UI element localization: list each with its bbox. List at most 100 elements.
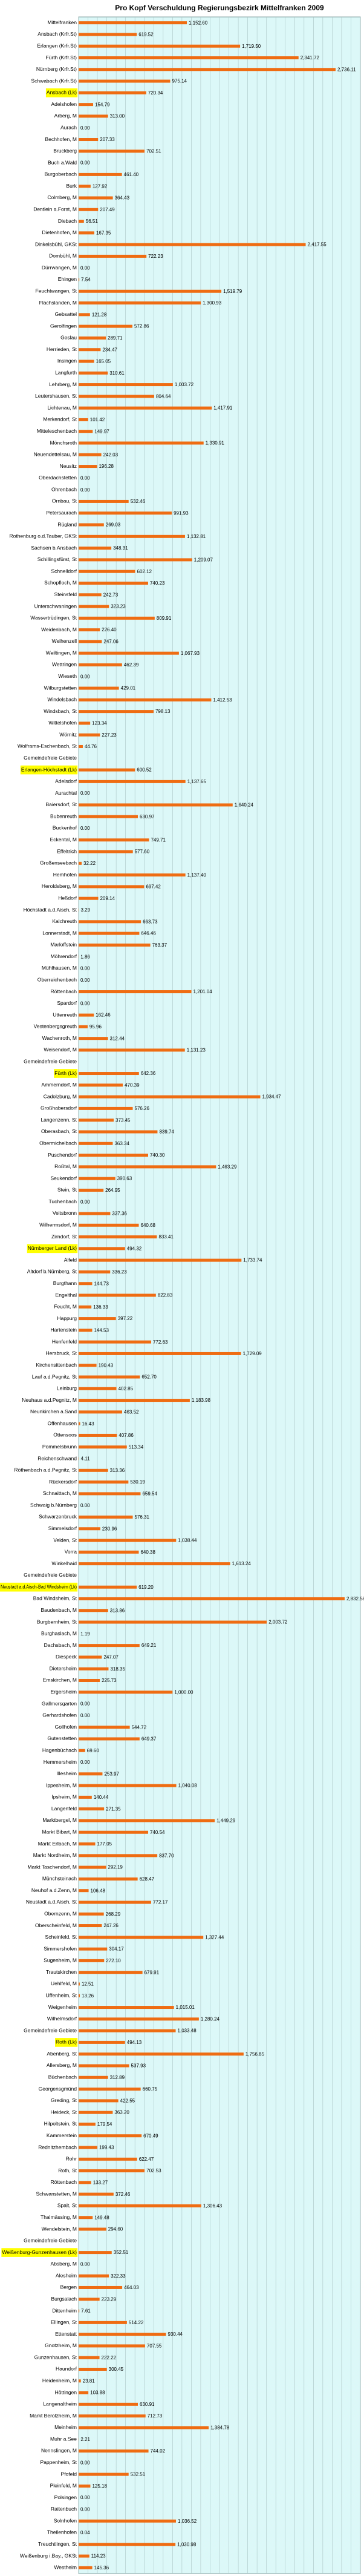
category-label: Mönchsroth — [50, 439, 77, 445]
bar — [79, 465, 97, 468]
bar — [79, 2099, 119, 2103]
bar — [79, 1994, 80, 1997]
value-label: 1,036.52 — [178, 2518, 197, 2524]
category-label: Aurachtal — [55, 790, 77, 796]
category-label: Pappenheim, St — [41, 2459, 77, 2465]
bar — [79, 1445, 127, 1449]
bar — [79, 2554, 89, 2558]
category-label: Velden, St — [53, 1537, 77, 1543]
category-label: Neustadt a.d.Aisch-Bad Windsheim (Lk) — [1, 1583, 77, 1589]
category-label: Oberdachstetten — [39, 475, 77, 481]
value-label: 0.00 — [80, 1701, 90, 1707]
category-label: Gemeindefreie Gebiete — [24, 2027, 77, 2033]
value-label: 225.73 — [102, 1678, 117, 1683]
value-label: 712.73 — [148, 2413, 163, 2419]
bar — [79, 185, 91, 188]
bar — [79, 2402, 138, 2406]
value-label: 136.33 — [93, 1304, 108, 1310]
category-label: Windsbach, St — [44, 708, 77, 714]
category-label: Rohr — [66, 2156, 77, 2162]
value-label: 23.81 — [83, 2378, 96, 2384]
category-label: Treuchtlingen, St — [38, 2541, 77, 2547]
bar — [79, 1188, 104, 1192]
bar — [79, 1842, 96, 1846]
value-label: 144.73 — [94, 1281, 109, 1286]
value-label: 0.00 — [80, 265, 90, 271]
bar — [79, 2356, 100, 2359]
bar — [79, 1901, 151, 1904]
category-label: Ellingen, St — [51, 2319, 77, 2325]
bar — [79, 511, 172, 515]
bar — [79, 2040, 125, 2044]
bar — [79, 640, 102, 643]
value-label: 2,003.72 — [268, 1620, 288, 1625]
value-label: 1,280.24 — [201, 2016, 220, 2022]
bar — [79, 1130, 158, 1134]
value-label: 0.00 — [80, 1503, 90, 1508]
value-label: 7.61 — [81, 2308, 91, 2314]
value-label: 532.46 — [131, 499, 146, 504]
value-label: 702.51 — [146, 148, 161, 154]
category-label: Burgoberbach — [45, 171, 77, 177]
value-label: 348.31 — [113, 545, 128, 551]
category-label: Wilhelmsdorf — [47, 2016, 77, 2022]
bar — [79, 873, 186, 877]
category-label: Großhabersdorf — [41, 1105, 77, 1111]
value-label: 268.29 — [106, 1911, 121, 1917]
bar — [79, 1212, 111, 1215]
value-label: 763.37 — [152, 942, 167, 948]
value-label: 630.91 — [140, 2402, 155, 2407]
bar — [79, 1539, 177, 1542]
value-label: 532.51 — [131, 2472, 146, 2477]
category-label: Wittelshofen — [48, 720, 77, 726]
value-label: 530.19 — [130, 1479, 145, 1485]
category-label: Flachslanden, M — [39, 300, 77, 306]
category-label: Bubenreuth — [50, 813, 77, 819]
value-label: 494.32 — [127, 1246, 142, 1251]
bar — [79, 547, 112, 550]
category-label: Uehlfeld, M — [51, 1980, 77, 1986]
category-label: Gutenstetten — [47, 1735, 77, 1741]
bar — [79, 990, 192, 994]
bar — [79, 289, 222, 293]
category-label: Ottensoos — [53, 1432, 77, 1438]
value-label: 226.40 — [102, 627, 117, 632]
category-label: Gunzenhausen, St — [34, 2354, 77, 2360]
bar — [79, 1422, 80, 1425]
bar — [79, 1749, 85, 1752]
value-label: 179.54 — [97, 2121, 112, 2127]
category-highlight — [20, 765, 78, 775]
value-label: 772.17 — [153, 1900, 168, 1905]
bar — [79, 2566, 93, 2569]
bar — [79, 1865, 106, 1869]
bar — [79, 1305, 92, 1309]
value-label: 1,934.47 — [262, 1094, 281, 1100]
value-label: 149.48 — [94, 2215, 109, 2220]
category-label: Büchenbach — [48, 2074, 77, 2080]
category-label: Gemeindefreie Gebiete — [24, 755, 77, 761]
value-label: 149.97 — [94, 429, 109, 434]
bar — [79, 780, 186, 783]
category-label: Henfenfeld — [52, 1338, 77, 1344]
category-label: Ipsheim, M — [51, 1794, 77, 1800]
bar — [79, 1959, 105, 1962]
category-label: Dürrwangen, M — [42, 264, 77, 271]
category-label: Großenseebach — [40, 860, 77, 866]
bar — [79, 2379, 81, 2383]
category-label: Thalmässing, M — [41, 2214, 77, 2220]
value-label: 16.43 — [82, 1421, 95, 1427]
value-label: 165.05 — [96, 359, 111, 364]
value-label: 740.54 — [150, 1830, 165, 1835]
value-label: 537.93 — [131, 2063, 146, 2069]
bar — [79, 1095, 261, 1099]
bar — [79, 103, 94, 107]
category-label: Offenhausen — [47, 1420, 77, 1426]
bar — [79, 1597, 345, 1600]
bar — [79, 360, 94, 363]
bar — [79, 2484, 91, 2488]
value-label: 56.51 — [86, 218, 99, 224]
bar — [79, 2075, 108, 2079]
value-label: 44.76 — [85, 744, 97, 749]
value-label: 154.79 — [95, 102, 110, 107]
value-label: 0.00 — [80, 2507, 90, 2512]
